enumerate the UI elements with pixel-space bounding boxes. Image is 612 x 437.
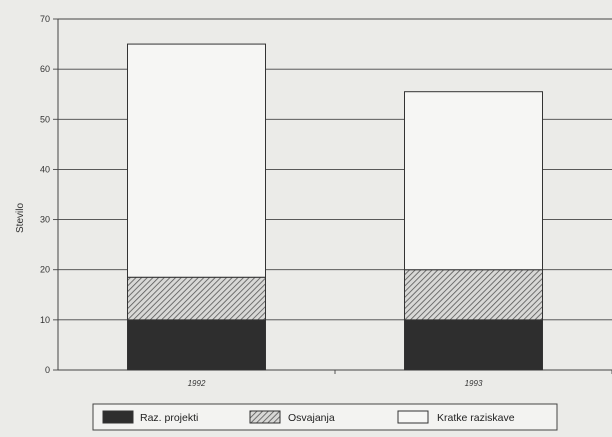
bar-osvajanja-1993 <box>404 269 543 321</box>
y-tick-label: 60 <box>40 64 50 74</box>
bar-raz-projekti-1992 <box>127 319 266 371</box>
legend-label: Kratke raziskave <box>437 412 515 424</box>
bars <box>127 43 543 371</box>
x-tick-label: 1993 <box>465 379 483 388</box>
y-tick-label: 0 <box>45 365 50 375</box>
legend-swatch <box>102 410 134 424</box>
y-tick-label: 50 <box>40 114 50 124</box>
legend-swatch <box>249 410 281 424</box>
y-tick-label: 20 <box>40 265 50 275</box>
legend: Raz. projekti Osvajanja Kratke raziskave <box>92 403 558 431</box>
bar-kratke-raziskave-1993 <box>404 91 543 271</box>
x-tick-label: 1992 <box>188 379 206 388</box>
legend-label: Raz. projekti <box>140 412 198 424</box>
y-tick-label: 30 <box>40 215 50 225</box>
y-tick-label: 10 <box>40 315 50 325</box>
y-axis-label: Stevilo <box>15 203 26 233</box>
bar-raz-projekti-1993 <box>404 319 543 371</box>
legend-box <box>92 403 558 431</box>
legend-swatch <box>397 410 429 424</box>
y-tick-label: 70 <box>40 14 50 24</box>
y-tick-label: 40 <box>40 164 50 174</box>
legend-label: Osvajanja <box>288 412 335 424</box>
bar-osvajanja-1992 <box>127 276 266 321</box>
bar-kratke-raziskave-1992 <box>127 43 266 278</box>
